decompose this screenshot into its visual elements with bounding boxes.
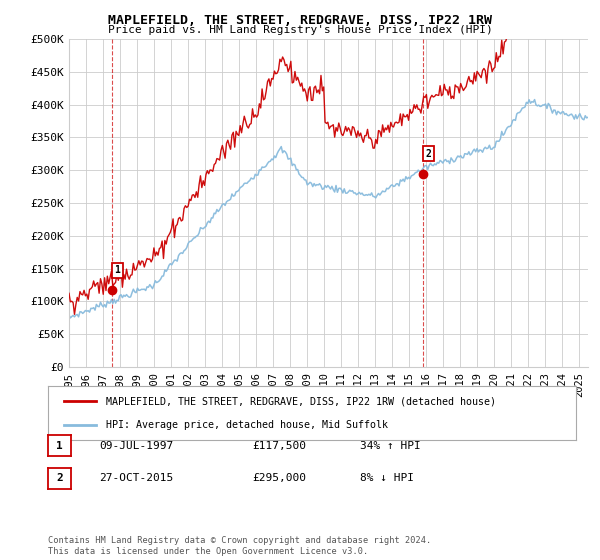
Text: 1: 1 xyxy=(56,441,63,451)
Text: 27-OCT-2015: 27-OCT-2015 xyxy=(99,473,173,483)
Text: £295,000: £295,000 xyxy=(252,473,306,483)
Text: £117,500: £117,500 xyxy=(252,441,306,451)
Text: 09-JUL-1997: 09-JUL-1997 xyxy=(99,441,173,451)
Text: Contains HM Land Registry data © Crown copyright and database right 2024.
This d: Contains HM Land Registry data © Crown c… xyxy=(48,536,431,556)
Text: MAPLEFIELD, THE STREET, REDGRAVE, DISS, IP22 1RW (detached house): MAPLEFIELD, THE STREET, REDGRAVE, DISS, … xyxy=(106,396,496,407)
Text: 2: 2 xyxy=(56,473,63,483)
Text: 1: 1 xyxy=(114,265,120,275)
Text: HPI: Average price, detached house, Mid Suffolk: HPI: Average price, detached house, Mid … xyxy=(106,419,388,430)
Text: 34% ↑ HPI: 34% ↑ HPI xyxy=(360,441,421,451)
Text: MAPLEFIELD, THE STREET, REDGRAVE, DISS, IP22 1RW: MAPLEFIELD, THE STREET, REDGRAVE, DISS, … xyxy=(108,14,492,27)
Text: 8% ↓ HPI: 8% ↓ HPI xyxy=(360,473,414,483)
Text: 2: 2 xyxy=(425,149,431,159)
Text: Price paid vs. HM Land Registry's House Price Index (HPI): Price paid vs. HM Land Registry's House … xyxy=(107,25,493,35)
